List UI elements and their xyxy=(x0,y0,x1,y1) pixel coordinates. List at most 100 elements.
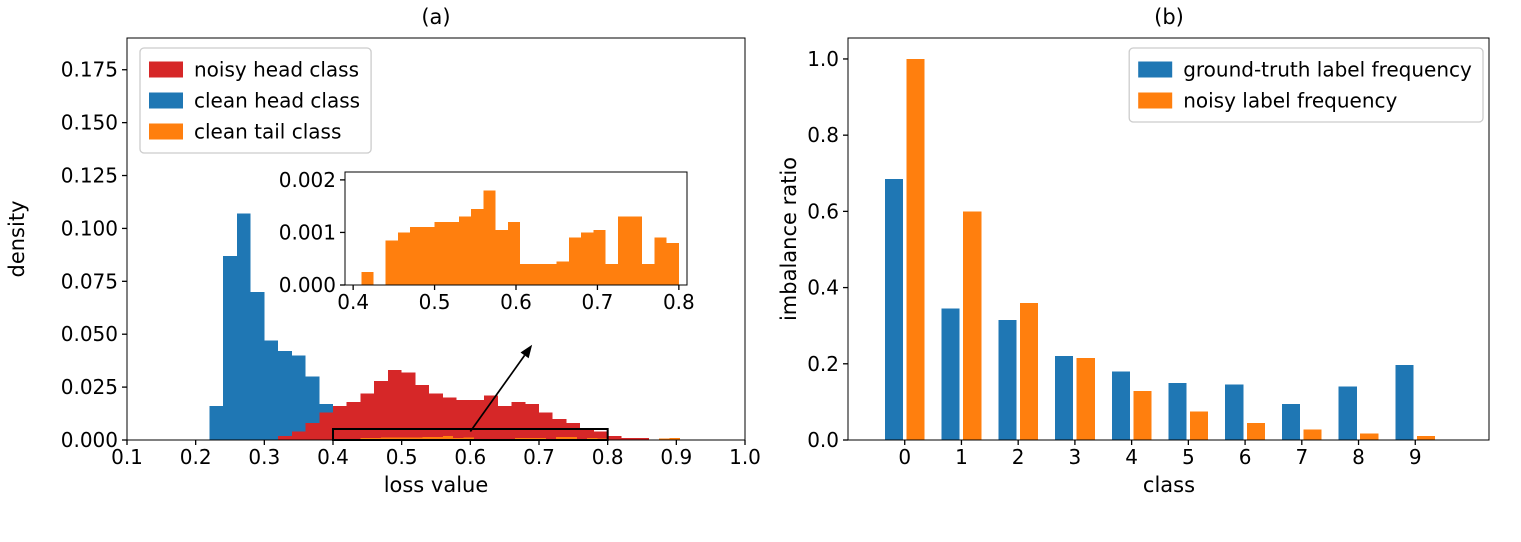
histogram-bar xyxy=(483,190,496,285)
bar xyxy=(906,58,925,441)
histogram-bar xyxy=(456,399,471,440)
histogram-bar xyxy=(471,208,484,285)
histogram-bar xyxy=(556,261,569,285)
x-tick-label: 0.5 xyxy=(386,445,418,469)
histogram-bar xyxy=(264,340,279,440)
y-tick-label: 0.0 xyxy=(807,428,839,452)
y-tick-label: 0.000 xyxy=(279,273,336,297)
bar xyxy=(1416,436,1436,440)
histogram-bar xyxy=(659,438,670,440)
histogram-bar xyxy=(593,229,606,285)
histogram-bar xyxy=(291,355,306,440)
histogram-bar xyxy=(581,232,594,285)
histogram-bar xyxy=(291,431,306,440)
bar xyxy=(1395,364,1414,440)
x-tick-label: 0.4 xyxy=(337,290,369,314)
y-tick-label: 0.000 xyxy=(61,428,118,452)
histogram-bar xyxy=(470,399,485,440)
legend-swatch xyxy=(149,123,183,140)
histogram-bar xyxy=(250,291,265,440)
legend-swatch xyxy=(149,92,183,109)
inset-axes: 0.4 0.5 0.6 0.7 0.8 0.000 0.001 0.002 xyxy=(279,168,695,314)
legend: ground-truth label frequency noisy label … xyxy=(1128,47,1484,123)
y-tick-label: 0.150 xyxy=(61,111,118,135)
histogram-bar xyxy=(361,271,374,285)
histogram-bar xyxy=(333,406,347,440)
x-tick-label: 1.0 xyxy=(729,445,761,469)
bar xyxy=(884,178,904,440)
bar xyxy=(1133,391,1152,440)
histogram-bar xyxy=(593,431,608,440)
bar xyxy=(1055,356,1074,440)
x-tick-label: 0.8 xyxy=(592,445,624,469)
bar xyxy=(1360,433,1379,440)
x-tick-label: 0.9 xyxy=(660,445,692,469)
histogram-bar xyxy=(532,263,545,285)
histogram-bar xyxy=(432,436,443,440)
histogram-bar xyxy=(411,437,423,440)
histogram-bar xyxy=(607,435,622,440)
bar xyxy=(963,211,982,440)
histogram-bar xyxy=(507,221,521,285)
bar xyxy=(1281,403,1301,440)
histogram-bar xyxy=(236,213,251,440)
x-tick-label: 7 xyxy=(1295,445,1308,469)
arrow-line xyxy=(469,354,526,433)
y-axis: 0.000 0.025 0.050 0.075 0.100 0.125 0.150 0.175 xyxy=(61,58,127,452)
histogram-bar xyxy=(556,437,567,440)
histogram-bar xyxy=(520,263,533,285)
bar xyxy=(1338,386,1357,440)
histogram-bar xyxy=(446,221,459,285)
y-tick-label: 0.001 xyxy=(279,220,336,244)
histogram-bar xyxy=(617,216,630,285)
histogram-bar xyxy=(654,237,667,285)
histogram-bar xyxy=(511,401,526,440)
y-tick-label: 0.2 xyxy=(807,352,839,376)
legend-label: clean head class xyxy=(194,89,360,113)
histogram-bar xyxy=(223,255,237,440)
bars-clean-tail-class xyxy=(361,190,679,285)
subplot-b-plot: 0 1 2 3 4 5 6 7 8 9 0.0 0.2 0.4 0.6 0.8 1.0 xyxy=(807,37,1490,469)
x-tick-label: 0.7 xyxy=(582,290,614,314)
histogram-bar xyxy=(669,438,680,440)
legend-swatch xyxy=(149,61,183,78)
x-tick-label: 0.3 xyxy=(248,445,280,469)
histogram-bar xyxy=(391,437,402,440)
histogram-bar xyxy=(422,227,435,285)
histogram-bar xyxy=(429,393,443,440)
x-tick-label: 6 xyxy=(1239,445,1252,469)
x-tick-label: 0.6 xyxy=(500,290,532,314)
bar xyxy=(998,319,1017,440)
histogram-bar xyxy=(209,406,224,440)
y-tick-label: 0.075 xyxy=(61,269,118,293)
x-tick-label: 0.4 xyxy=(317,445,349,469)
subplot-a: 0.1 0.2 0.3 0.4 0.5 0.6 0.7 0.8 0.9 1.0 0.000 0.025… xyxy=(5,5,761,497)
bars-noisy-label-frequency xyxy=(906,58,1436,441)
histogram-bar xyxy=(453,437,464,440)
histogram-bar xyxy=(319,412,333,440)
legend-swatch xyxy=(1138,92,1173,109)
histogram-bar xyxy=(642,263,655,285)
zoom-rect xyxy=(332,427,609,441)
histogram-bar xyxy=(635,437,649,440)
histogram-bar xyxy=(442,397,457,440)
histogram-bar xyxy=(422,437,433,440)
subplot-a-xlabel: loss value xyxy=(384,473,489,497)
histogram-bar xyxy=(463,437,474,440)
bar xyxy=(1168,382,1187,440)
zoom-arrow xyxy=(469,344,533,433)
x-tick-label: 0.5 xyxy=(419,290,451,314)
y-tick-label: 0.125 xyxy=(61,164,118,188)
subplot-a-plot: 0.1 0.2 0.3 0.4 0.5 0.6 0.7 0.8 0.9 1.0 0.000 0.025… xyxy=(61,37,761,469)
bar xyxy=(1246,422,1265,440)
legend-label: noisy head class xyxy=(194,58,359,82)
histogram-bar xyxy=(566,423,581,440)
histogram-bar xyxy=(535,437,546,440)
histogram-bar xyxy=(278,435,292,440)
histogram-bar xyxy=(370,437,382,440)
bar xyxy=(1190,411,1209,440)
y-tick-label: 0.025 xyxy=(61,375,118,399)
histogram-bar xyxy=(566,437,577,440)
x-tick-label: 0.7 xyxy=(523,445,555,469)
legend-box xyxy=(1128,47,1484,123)
